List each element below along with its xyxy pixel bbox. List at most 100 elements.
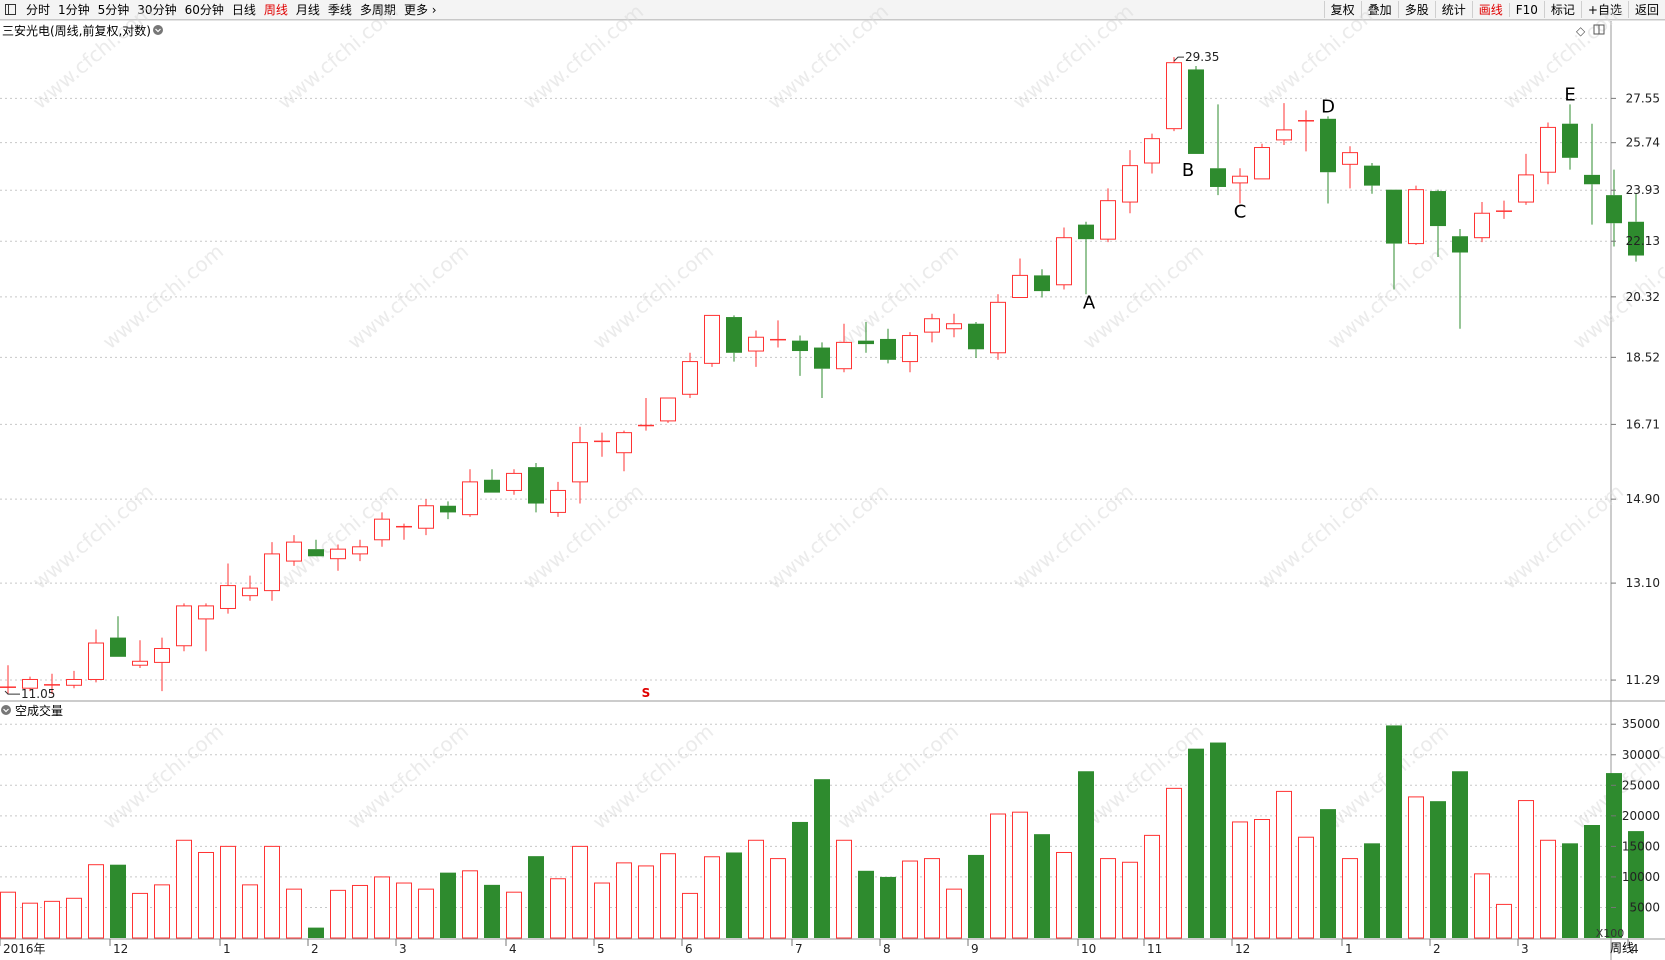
volume-bar[interactable] — [1078, 771, 1094, 938]
candle-body[interactable] — [506, 472, 522, 491]
candle-body[interactable] — [1254, 147, 1270, 180]
volume-bar[interactable] — [1474, 873, 1490, 939]
candle-body[interactable] — [242, 587, 258, 597]
back-button[interactable]: 返回 — [1627, 1, 1665, 18]
candle-body[interactable] — [440, 505, 456, 513]
volume-bar[interactable] — [1452, 771, 1468, 938]
volume-bar[interactable] — [902, 860, 918, 939]
volume-bar[interactable] — [858, 870, 874, 938]
volume-bar[interactable] — [748, 839, 764, 939]
volume-bar[interactable] — [1386, 725, 1402, 938]
candle-body[interactable] — [330, 548, 346, 560]
volume-bar[interactable] — [1298, 836, 1314, 939]
candle-body[interactable] — [1144, 138, 1160, 164]
candle-body[interactable] — [484, 479, 500, 493]
candle-body[interactable] — [418, 505, 434, 529]
volume-bar[interactable] — [792, 821, 808, 938]
candle-body[interactable] — [22, 678, 38, 689]
volume-bar[interactable] — [396, 882, 412, 939]
candle-body[interactable] — [1342, 152, 1358, 165]
volume-bar[interactable] — [22, 902, 38, 939]
volume-bar[interactable] — [220, 845, 236, 939]
candle-body[interactable] — [1584, 174, 1600, 185]
mark-button[interactable]: 标记 — [1543, 1, 1581, 18]
candle-body[interactable] — [1166, 62, 1182, 130]
volume-bar[interactable] — [1122, 861, 1138, 939]
candle-body[interactable] — [308, 549, 324, 557]
candle-body[interactable] — [682, 361, 698, 395]
tab-more[interactable]: 更多 › — [400, 1, 441, 18]
volume-bar[interactable] — [968, 854, 984, 938]
volume-bar[interactable] — [484, 884, 500, 938]
volume-bar[interactable] — [924, 858, 940, 939]
candle-body[interactable] — [1298, 120, 1314, 122]
volume-bar[interactable] — [1430, 801, 1446, 938]
candle-body[interactable] — [1364, 165, 1380, 186]
candle-body[interactable] — [550, 489, 566, 513]
candle-body[interactable] — [1540, 126, 1556, 173]
volume-bar[interactable] — [176, 839, 192, 939]
volume-bar[interactable] — [330, 889, 346, 939]
candle-body[interactable] — [946, 323, 962, 330]
volume-bar[interactable] — [990, 813, 1006, 939]
title-menu-icon[interactable] — [153, 25, 163, 35]
dividend-marker[interactable]: S — [642, 686, 651, 700]
volume-bar[interactable] — [704, 856, 720, 939]
volume-bar[interactable] — [1100, 858, 1116, 939]
volume-bar[interactable] — [44, 900, 60, 939]
candle-body[interactable] — [594, 440, 610, 443]
candle-body[interactable] — [396, 525, 412, 528]
candle-body[interactable] — [858, 340, 874, 345]
candle-body[interactable] — [198, 605, 214, 620]
volume-bar[interactable] — [506, 891, 522, 939]
candle-body[interactable] — [66, 678, 82, 686]
tab-30min[interactable]: 30分钟 — [137, 3, 177, 17]
draw-line-button[interactable]: 画线 — [1471, 1, 1509, 18]
candle-body[interactable] — [924, 318, 940, 333]
candle-body[interactable] — [286, 541, 302, 562]
volume-bar[interactable] — [594, 882, 610, 939]
volume-bar[interactable] — [946, 888, 962, 939]
volume-bar[interactable] — [308, 927, 324, 938]
volume-bar[interactable] — [132, 892, 148, 939]
tab-daily[interactable]: 日线 — [231, 3, 256, 17]
volume-bar[interactable] — [286, 888, 302, 939]
candle-body[interactable] — [0, 686, 16, 688]
candle-body[interactable] — [616, 432, 632, 454]
volume-bar[interactable] — [1562, 843, 1578, 938]
candle-body[interactable] — [1320, 118, 1336, 173]
candle-body[interactable] — [1056, 237, 1072, 286]
volume-bar[interactable] — [1496, 903, 1512, 939]
volume-bar[interactable] — [1210, 742, 1226, 938]
tab-fenshi[interactable]: 分时 — [26, 3, 51, 17]
volume-bar[interactable] — [638, 865, 654, 939]
volume-bar[interactable] — [770, 858, 786, 939]
multi-stock-button[interactable]: 多股 — [1397, 1, 1435, 18]
volume-bar[interactable] — [1232, 821, 1248, 939]
candle-body[interactable] — [660, 397, 676, 422]
candle-body[interactable] — [220, 585, 236, 609]
candle-body[interactable] — [1034, 275, 1050, 292]
candle-body[interactable] — [1276, 129, 1292, 141]
volume-bar[interactable] — [1166, 787, 1182, 939]
candle-body[interactable] — [726, 317, 742, 353]
volume-bar[interactable] — [550, 878, 566, 939]
candle-body[interactable] — [1100, 200, 1116, 240]
volume-bar[interactable] — [242, 884, 258, 939]
candle-body[interactable] — [1188, 69, 1204, 154]
volume-bar[interactable] — [352, 884, 368, 939]
candle-body[interactable] — [638, 424, 654, 427]
candle-body[interactable] — [792, 340, 808, 352]
volume-bar[interactable] — [1408, 796, 1424, 939]
volume-bar[interactable] — [1628, 831, 1644, 938]
volume-bar[interactable] — [1188, 748, 1204, 938]
volume-bar[interactable] — [66, 897, 82, 939]
candle-body[interactable] — [1386, 189, 1402, 244]
candle-body[interactable] — [88, 642, 104, 680]
candle-body[interactable] — [748, 336, 764, 352]
volume-bar[interactable] — [572, 845, 588, 939]
volume-bar[interactable] — [682, 892, 698, 939]
candle-body[interactable] — [1452, 236, 1468, 253]
candle-body[interactable] — [836, 341, 852, 370]
candle-body[interactable] — [44, 684, 60, 686]
